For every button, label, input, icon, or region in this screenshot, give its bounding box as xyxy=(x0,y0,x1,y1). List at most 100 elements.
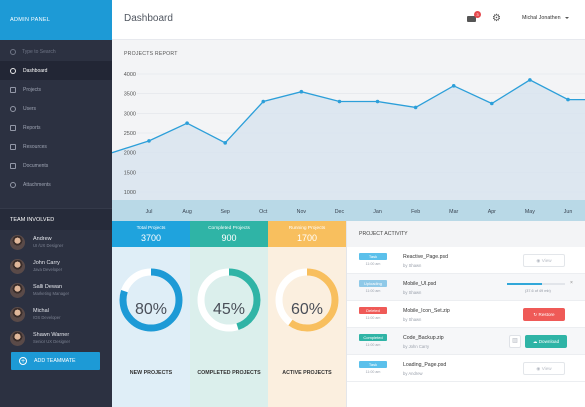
add-teammate-button[interactable]: + ADD TEAMMATE xyxy=(11,352,100,370)
donut-ring xyxy=(275,268,339,332)
mail-icon[interactable] xyxy=(467,16,476,22)
x-tick-label: Oct xyxy=(259,209,268,215)
restore-icon: ↻ xyxy=(533,311,539,317)
member-role: Senior UX Designer xyxy=(33,339,71,344)
x-tick-label: Feb xyxy=(411,209,420,215)
data-point xyxy=(223,141,227,145)
data-point xyxy=(185,121,189,125)
x-tick-label: Sep xyxy=(220,209,229,215)
stat-header: Total Projects 3700 xyxy=(112,221,190,247)
data-point xyxy=(413,105,418,110)
restore-button[interactable]: ↻ Restore xyxy=(523,308,565,321)
box-icon xyxy=(10,143,16,150)
avatar xyxy=(10,330,25,346)
view-button[interactable]: ◉ View xyxy=(523,254,565,267)
data-point xyxy=(337,99,342,104)
search-box[interactable]: Type to Search xyxy=(0,43,112,61)
status-badge: Task xyxy=(359,253,387,260)
stat-new-projects: Total Projects 3700 80% NEW PROJECTS xyxy=(112,221,190,407)
close-icon[interactable]: × xyxy=(570,280,573,286)
sidebar-item-projects[interactable]: Projects xyxy=(0,80,112,99)
y-tick-label: 2500 xyxy=(124,131,136,137)
stat-header: Running Projects 1700 xyxy=(268,221,346,247)
file-name: Loading_Page.psd xyxy=(403,362,447,368)
sidebar-item-reports[interactable]: Reports xyxy=(0,118,112,137)
team-member[interactable]: John Carry Java Developer xyxy=(0,254,112,278)
stat-caption: NEW PROJECTS xyxy=(129,370,173,376)
progress-fill xyxy=(507,283,542,285)
document-icon xyxy=(10,162,16,169)
data-point xyxy=(147,139,151,143)
y-tick-label: 3500 xyxy=(124,92,136,98)
stat-percent: 45% xyxy=(212,301,246,318)
sidebar-item-label: Documents xyxy=(23,162,49,169)
file-owner: by Shawn xyxy=(403,290,422,295)
download-button[interactable]: ☁ Download xyxy=(525,335,567,348)
search-input[interactable]: Type to Search xyxy=(22,49,56,55)
chart-icon xyxy=(10,124,16,131)
status-badge: Deleted xyxy=(359,307,387,314)
team-member[interactable]: Shawn Warner Senior UX Designer xyxy=(0,326,112,350)
timestamp: 11:00 am xyxy=(365,370,381,374)
list-item: Task 11:00 am Reactive_Page.psd by Shawn… xyxy=(347,247,585,274)
sidebar-item-label: Attachments xyxy=(23,181,51,188)
sidebar-item-documents[interactable]: Documents xyxy=(0,156,112,175)
data-point xyxy=(375,99,380,104)
sidebar-item-dashboard[interactable]: Dashboard xyxy=(0,61,112,80)
member-name: Shawn Warner xyxy=(33,332,70,338)
team-member[interactable]: Salli Dewan Marketing Manager xyxy=(0,278,112,302)
chevron-down-icon xyxy=(564,16,569,19)
team-member[interactable]: Andrew UI /UX Designer xyxy=(0,230,112,254)
member-role: IOS Developer xyxy=(33,315,61,320)
timestamp: 11:00 am xyxy=(365,316,381,320)
user-name: Michal Jonathen xyxy=(522,15,561,21)
sidebar-item-resources[interactable]: Resources xyxy=(0,137,112,156)
status-badge: Task xyxy=(359,361,387,368)
view-button[interactable]: ◉ View xyxy=(523,362,565,375)
list-item: Deleted 11:00 am Mobile_Icon_Set.zip by … xyxy=(347,301,585,328)
status-badge: Uploading xyxy=(359,280,387,287)
search-icon xyxy=(10,49,16,55)
x-tick-label: Mar xyxy=(449,209,458,215)
list-item: Uploading 11:00 am Mobile_UI.psd by Shaw… xyxy=(347,274,585,301)
x-tick-label: Jul xyxy=(146,209,153,215)
projects-report-chart: 1000 1500 2000 2500 3000 3500 4000 Jul Aug Sep Oc… xyxy=(112,72,585,222)
donut-chart xyxy=(197,268,261,332)
sidebar-item-users[interactable]: Users xyxy=(0,99,112,118)
x-tick-label: Jun xyxy=(564,209,573,215)
team-member[interactable]: Michal IOS Developer xyxy=(0,302,112,326)
stat-caption: COMPLETED PROJECTS xyxy=(197,370,261,376)
stat-value: 1700 xyxy=(296,233,318,243)
member-name: Michal xyxy=(33,308,49,314)
x-tick-label: Apr xyxy=(488,209,496,215)
avatar xyxy=(10,282,25,298)
stat-completed-projects: Completed Projects 900 45% COMPLETED PROJ… xyxy=(190,221,268,407)
timestamp: 11:00 am xyxy=(365,262,381,266)
chart-x-axis-band xyxy=(112,200,585,222)
data-point xyxy=(566,97,570,102)
stat-label: Completed Projects xyxy=(208,226,250,231)
x-tick-label: Nov xyxy=(297,209,307,215)
member-role: UI /UX Designer xyxy=(33,243,64,248)
eye-icon: ◉ xyxy=(536,365,542,371)
stat-body: 60% ACTIVE PROJECTS xyxy=(268,247,346,407)
file-owner: by Andrew xyxy=(403,371,423,376)
trash-icon[interactable]: ▥ xyxy=(509,335,521,348)
stat-value: 900 xyxy=(221,233,237,243)
progress-label: (37.6 of 49 mb) xyxy=(525,289,551,293)
member-name: Andrew xyxy=(33,236,52,242)
brand-title: ADMIN PANEL xyxy=(0,0,112,40)
data-point xyxy=(451,84,456,88)
sidebar: ADMIN PANEL Type to Search Dashboard Pro… xyxy=(0,0,112,407)
file-owner: by John Carry xyxy=(403,344,430,349)
chart-y-axis: 1000 1500 2000 2500 3000 3500 4000 xyxy=(124,72,136,196)
gear-icon[interactable]: ⚙ xyxy=(492,13,501,24)
sidebar-item-label: Projects xyxy=(23,86,42,93)
sidebar-item-attachments[interactable]: Attachments xyxy=(0,175,112,194)
sidebar-item-label: Users xyxy=(23,105,37,112)
user-menu[interactable]: Michal Jonathen xyxy=(522,15,569,21)
data-point xyxy=(490,101,494,106)
member-name: Salli Dewan xyxy=(33,284,63,290)
activity-title: PROJECT ACTIVITY xyxy=(347,221,585,247)
file-name: Mobile_UI.psd xyxy=(403,281,437,287)
